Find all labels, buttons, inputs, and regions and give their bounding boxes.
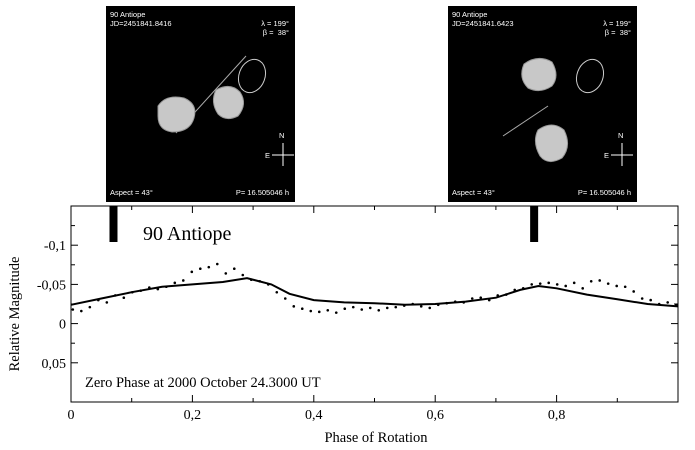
x-tick-label: 0,6 xyxy=(426,408,444,423)
observation-point xyxy=(377,308,381,312)
tick-labels: 0 0,2 0,4 0,6 0,8 -0,1 -0,05 0 0,05 xyxy=(37,239,566,423)
observation-point xyxy=(122,296,126,300)
period-value: P= 16.505046 h xyxy=(577,188,631,197)
shape-panel-right: 90 Antiope JD=2451841.6423 λ = 199° β = … xyxy=(448,6,637,202)
observation-point xyxy=(181,279,185,282)
observation-point xyxy=(207,265,211,269)
east-label: E xyxy=(604,151,610,160)
observation-point xyxy=(606,282,610,285)
phase-marker xyxy=(109,206,118,242)
x-tick-label: 0 xyxy=(68,408,75,423)
observation-point xyxy=(589,279,593,283)
chart-title: 90 Antiope xyxy=(143,223,231,245)
observation-point xyxy=(309,309,313,313)
beta-value: β = 38° xyxy=(262,28,289,37)
aspect-value: Aspect = 43° xyxy=(110,188,153,197)
observation-point xyxy=(640,297,644,300)
observation-point xyxy=(632,290,635,293)
observation-point xyxy=(232,267,236,271)
lambda-value: λ = 199° xyxy=(603,19,631,28)
observation-point xyxy=(292,305,296,308)
observation-point xyxy=(428,306,432,310)
zero-phase-annotation: Zero Phase at 2000 October 24.3000 UT xyxy=(85,375,321,391)
observation-point xyxy=(71,308,75,311)
y-tick-label: -0,05 xyxy=(37,278,66,293)
observation-point xyxy=(530,283,534,286)
model-curve xyxy=(70,277,679,308)
julian-date: JD=2451841.6423 xyxy=(452,19,514,28)
panel-phase-markers xyxy=(109,206,539,242)
observation-points xyxy=(71,262,678,314)
observation-point xyxy=(547,281,551,285)
observation-point xyxy=(283,297,287,300)
observation-point xyxy=(88,305,92,309)
beta-value: β = 38° xyxy=(604,28,631,37)
x-tick-label: 0,8 xyxy=(548,408,566,423)
east-label: E xyxy=(265,151,271,160)
observation-point xyxy=(326,308,330,312)
observation-point xyxy=(241,273,245,277)
y-tick-label: 0,05 xyxy=(42,357,67,372)
observation-point xyxy=(598,279,601,282)
observation-point xyxy=(80,309,83,313)
x-tick-label: 0,4 xyxy=(305,408,323,423)
observation-point xyxy=(623,285,627,289)
observation-point xyxy=(334,311,338,314)
phase-marker xyxy=(530,206,539,242)
observation-point xyxy=(581,287,585,290)
object-name: 90 Antiope xyxy=(110,10,146,19)
north-label: N xyxy=(279,131,285,140)
x-axis-label: Phase of Rotation xyxy=(324,430,428,446)
shape-panel-left: 90 Antiope JD=2451841.8416 λ = 199° β = … xyxy=(106,6,295,202)
observation-point xyxy=(215,262,219,266)
observation-point xyxy=(572,281,576,285)
observation-point xyxy=(555,283,559,286)
lambda-value: λ = 199° xyxy=(261,19,289,28)
observation-point xyxy=(385,306,389,310)
y-axis-label: Relative Magnitude xyxy=(7,257,23,372)
observation-point xyxy=(317,310,321,314)
observation-point xyxy=(479,296,483,300)
observation-point xyxy=(564,284,568,288)
y-tick-label: -0,1 xyxy=(44,239,66,254)
observation-point xyxy=(538,282,542,285)
observation-point xyxy=(649,298,652,302)
observation-point xyxy=(190,270,194,274)
aspect-value: Aspect = 43° xyxy=(452,188,495,197)
observation-point xyxy=(615,284,618,288)
observation-point xyxy=(666,301,669,304)
period-value: P= 16.505046 h xyxy=(235,188,289,197)
observation-point xyxy=(470,297,474,300)
observation-point xyxy=(173,281,177,285)
observation-point xyxy=(360,308,364,311)
axis-ticks xyxy=(70,206,678,402)
observation-point xyxy=(343,307,347,311)
x-tick-label: 0,2 xyxy=(184,408,202,423)
y-tick-label: 0 xyxy=(59,318,66,333)
observation-point xyxy=(275,290,279,294)
observation-point xyxy=(224,272,228,275)
observation-point xyxy=(394,305,398,309)
julian-date: JD=2451841.8416 xyxy=(110,19,172,28)
observation-point xyxy=(368,306,372,310)
observation-point xyxy=(300,307,304,311)
object-name: 90 Antiope xyxy=(452,10,488,19)
observation-point xyxy=(198,267,202,271)
observation-point xyxy=(419,305,423,308)
observation-point xyxy=(105,301,109,304)
north-label: N xyxy=(618,131,624,140)
observation-point xyxy=(351,305,355,309)
